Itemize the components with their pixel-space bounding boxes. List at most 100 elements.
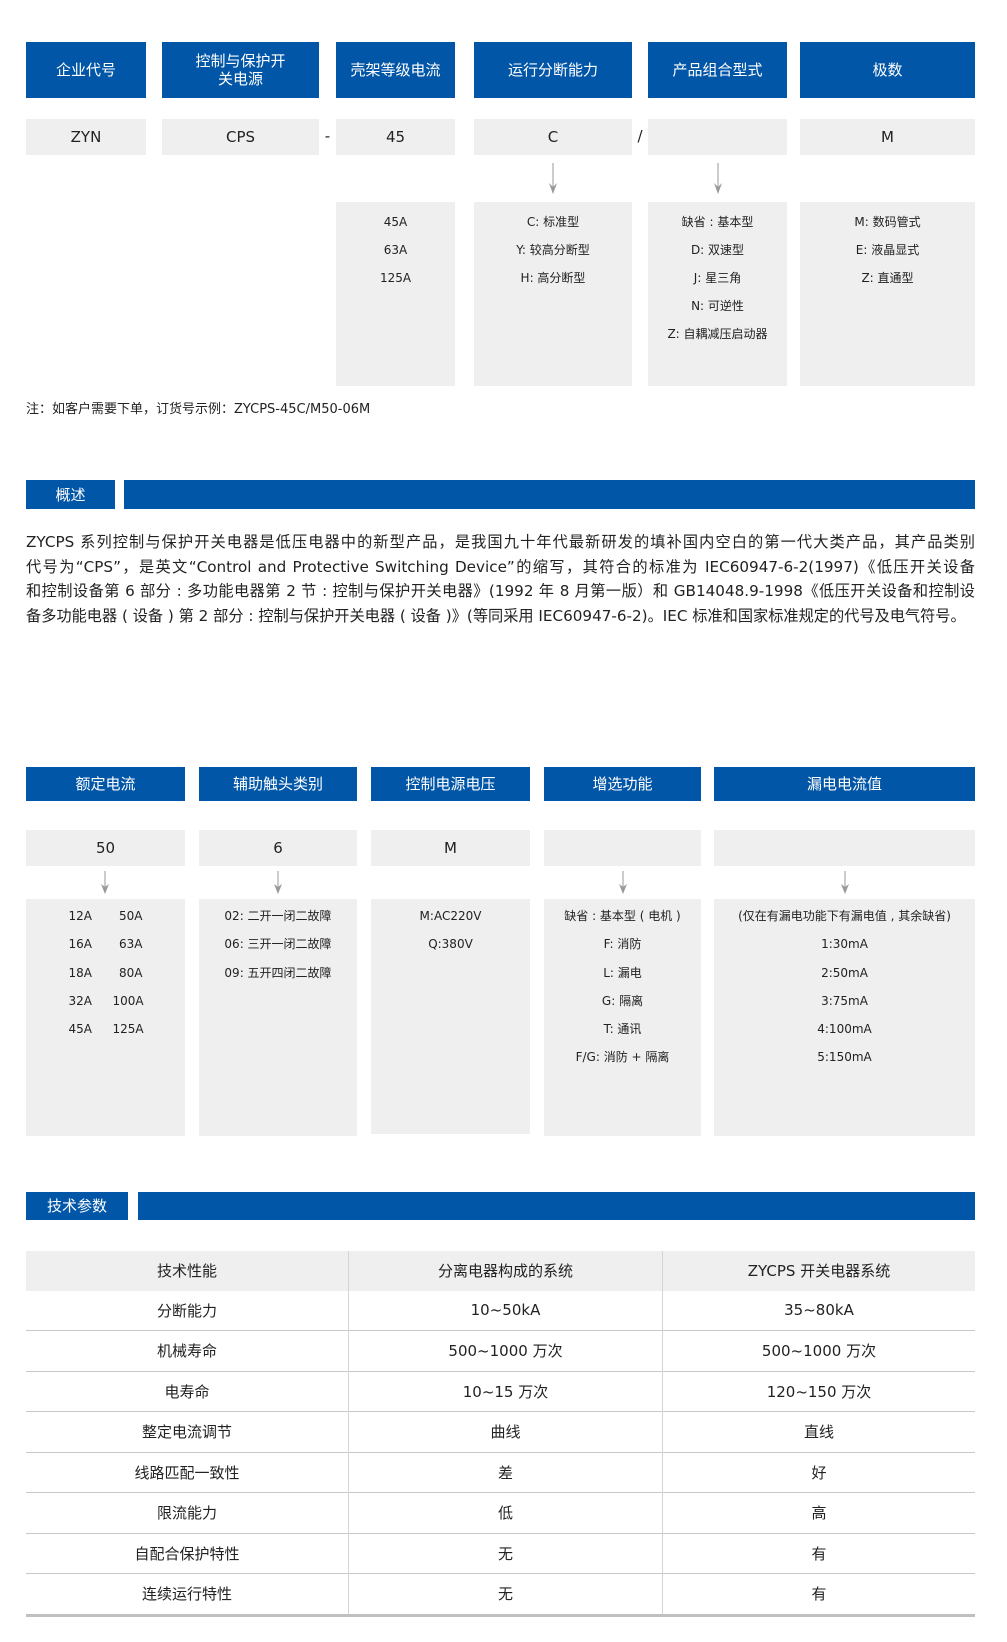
option-item: G: 隔离 <box>601 993 644 1008</box>
header-poles: 极数 <box>800 42 975 98</box>
option-item: 02: 二开一闭二故障 <box>224 909 332 923</box>
options-leakage: (仅在有漏电功能下有漏电值 , 其余缺省) 1:30mA 2:50mA 3:75… <box>714 899 975 1136</box>
table-cell: 120~150 万次 <box>662 1370 975 1412</box>
table-cell: 连续运行特性 <box>26 1573 349 1617</box>
table-cell: 500~1000 万次 <box>662 1330 975 1371</box>
separator-slash: / <box>637 127 643 145</box>
table-header-row: 技术性能 分离电器构成的系统 ZYCPS 开关电器系统 <box>26 1251 975 1291</box>
table-row: 线路匹配一致性差好 <box>26 1451 975 1493</box>
section-bar <box>138 1192 975 1220</box>
option-item: 2:50mA <box>821 965 868 980</box>
paragraph-line: 备多功能电器 ( 设备 ) 第 2 部分 : 控制与保护开关电器 ( 设备 )》… <box>26 606 966 625</box>
code-cps: CPS <box>162 119 319 155</box>
option-item: Z: 直通型 <box>861 271 914 285</box>
option-item: 125A <box>379 271 412 285</box>
paragraph-line: 代号为“CPS”，是英文“Control and Protective Swit… <box>26 557 975 576</box>
paragraph-line: 和控制设备第 6 部分 : 多功能电器第 2 节 : 控制与保护开关电器》(19… <box>26 582 975 600</box>
table-cell: 500~1000 万次 <box>348 1330 663 1371</box>
header-cps-line1: 控制与保护开 <box>195 52 286 70</box>
option-item: D: 双速型 <box>690 243 745 257</box>
option-item: L: 漏电 <box>603 965 642 980</box>
code-rated-current: 50 <box>26 830 185 866</box>
table-cell: 无 <box>348 1573 663 1617</box>
option-item: 06: 三开一闭二故障 <box>224 937 332 952</box>
option-item: 12A 50A <box>68 909 143 923</box>
column-header: 技术性能 <box>26 1251 349 1291</box>
table-cell: 曲线 <box>348 1411 663 1452</box>
option-item: (仅在有漏电功能下有漏电值 , 其余缺省) <box>738 909 951 923</box>
header-breaking-capacity: 运行分断能力 <box>474 42 632 98</box>
option-item: Y: 较高分断型 <box>516 243 590 257</box>
tech-table: 技术性能 分离电器构成的系统 ZYCPS 开关电器系统 分断能力 10~50kA 3… <box>26 1251 975 1617</box>
header-cps-line2: 关电源 <box>217 70 263 88</box>
table-cell: 10~50kA <box>348 1290 663 1331</box>
options-frame-current: 45A 63A 125A <box>336 202 455 386</box>
option-item: 09: 五开四闭二故障 <box>224 965 332 980</box>
header-rated-current: 额定电流 <box>26 767 185 801</box>
option-item: 缺省 : 基本型 ( 电机 ) <box>564 909 681 923</box>
header-control-voltage: 控制电源电压 <box>371 767 530 801</box>
option-item: 4:100mA <box>817 1022 872 1037</box>
column-header: 分离电器构成的系统 <box>348 1251 663 1291</box>
header-combination-type: 产品组合型式 <box>648 42 787 98</box>
option-item: 1:30mA <box>821 937 868 952</box>
table-cell: 高 <box>662 1492 975 1533</box>
arrow-down-icon <box>272 871 284 895</box>
code-company: ZYN <box>26 119 146 155</box>
arrow-down-icon <box>839 871 851 895</box>
table-cell: 自配合保护特性 <box>26 1532 349 1574</box>
code-breaking: C <box>474 119 632 155</box>
code-control-voltage: M <box>371 830 530 866</box>
option-item: Q:380V <box>428 937 473 952</box>
header-optional-functions: 增选功能 <box>544 767 701 801</box>
paragraph-line: ZYCPS 系列控制与保护开关电器是低压电器中的新型产品，是我国九十年代最新研发… <box>26 533 975 551</box>
option-item: J: 星三角 <box>693 271 742 285</box>
separator-dash: - <box>324 127 331 145</box>
options-breaking: C: 标准型 Y: 较高分断型 H: 高分断型 <box>474 202 632 386</box>
options-rated-current: 12A 50A 16A 63A 18A 80A 32A 100A 45A 125A <box>26 899 185 1136</box>
option-item: 32A 100A <box>68 993 144 1008</box>
table-cell: 10~15 万次 <box>348 1370 663 1412</box>
table-cell: 有 <box>662 1532 975 1574</box>
header-company-code: 企业代号 <box>26 42 146 98</box>
table-cell: 好 <box>662 1451 975 1493</box>
options-aux-contacts: 02: 二开一闭二故障 06: 三开一闭二故障 09: 五开四闭二故障 <box>199 899 357 1136</box>
table-cell: 直线 <box>662 1411 975 1452</box>
order-note: 注：如客户需要下单，订货号示例：ZYCPS-45C/M50-06M <box>26 402 371 417</box>
option-item: Z: 自耦减压启动器 <box>667 327 768 341</box>
table-cell: 电寿命 <box>26 1370 349 1412</box>
section-title-tech: 技术参数 <box>26 1192 128 1220</box>
option-item: E: 液晶显式 <box>855 243 920 257</box>
table-cell: 整定电流调节 <box>26 1411 349 1452</box>
table-row: 机械寿命 500~1000 万次 500~1000 万次 <box>26 1330 975 1371</box>
table-cell: 线路匹配一致性 <box>26 1451 349 1493</box>
option-item: F/G: 消防 + 隔离 <box>575 1050 670 1065</box>
table-cell: 无 <box>348 1532 663 1574</box>
options-combination: 缺省 : 基本型 D: 双速型 J: 星三角 N: 可逆性 Z: 自耦减压启动器 <box>648 202 787 386</box>
table-cell: 差 <box>348 1451 663 1493</box>
option-item: 3:75mA <box>821 993 868 1008</box>
arrow-down-icon <box>99 871 111 895</box>
section-bar <box>124 480 975 509</box>
options-functions: 缺省 : 基本型 ( 电机 ) F: 消防 L: 漏电 G: 隔离 T: 通讯 … <box>544 899 701 1136</box>
arrow-down-icon <box>547 163 559 195</box>
table-cell: 35~80kA <box>662 1290 975 1331</box>
option-item: 63A <box>383 243 408 257</box>
option-item: 45A 125A <box>68 1022 144 1037</box>
code-frame-current: 45 <box>336 119 455 155</box>
table-cell: 有 <box>662 1573 975 1617</box>
table-cell: 机械寿命 <box>26 1330 349 1371</box>
option-item: 16A 63A <box>68 937 143 952</box>
table-row: 电寿命 10~15 万次 120~150 万次 <box>26 1370 975 1412</box>
code-functions <box>544 830 701 866</box>
table-row: 整定电流调节 曲线 直线 <box>26 1411 975 1452</box>
options-control-voltage: M:AC220V Q:380V <box>371 899 530 1134</box>
table-row: 限流能力低高 <box>26 1492 975 1533</box>
header-leakage-current: 漏电电流值 <box>714 767 975 801</box>
table-row: 连续运行特性无有 <box>26 1573 975 1617</box>
code-aux-contacts: 6 <box>199 830 357 866</box>
arrow-down-icon <box>617 871 629 895</box>
code-poles: M <box>800 119 975 155</box>
arrow-down-icon <box>712 163 724 195</box>
overview-paragraph: ZYCPS 系列控制与保护开关电器是低压电器中的新型产品，是我国九十年代最新研发… <box>26 530 975 628</box>
